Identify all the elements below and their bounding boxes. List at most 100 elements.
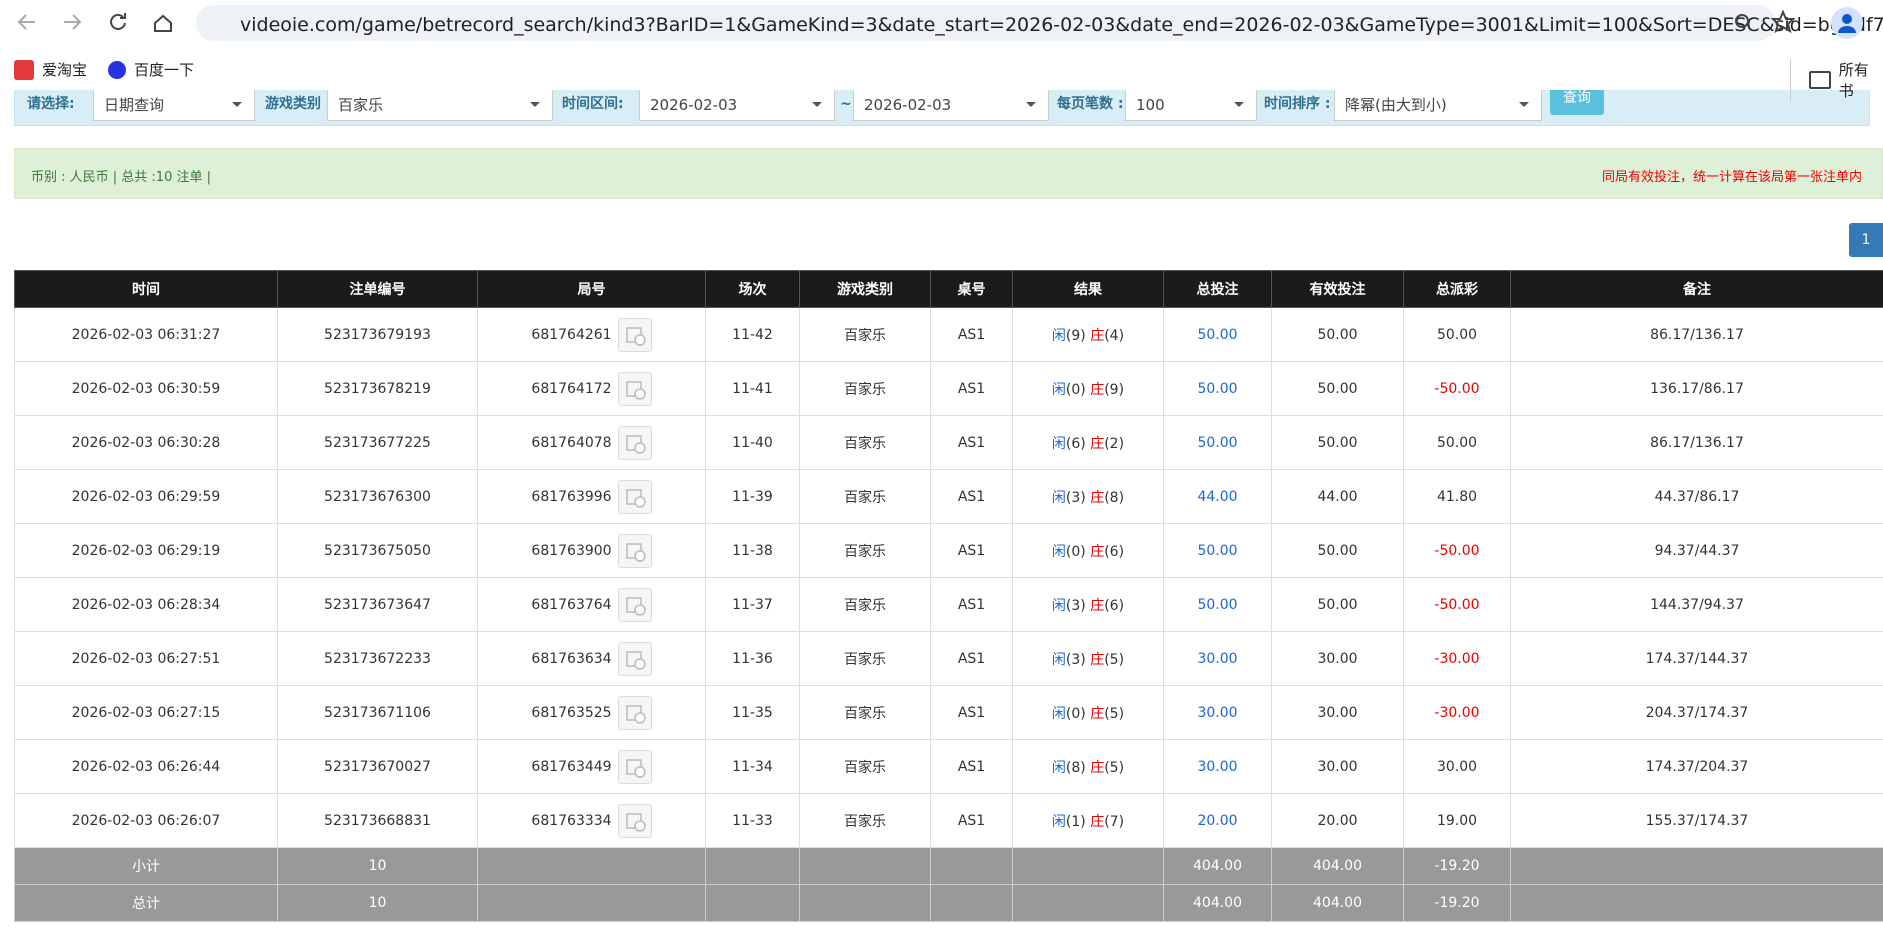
round-no: 681763634 (531, 650, 612, 667)
empty-cell (799, 847, 931, 885)
banker-points: (5) (1104, 651, 1125, 668)
valid-bet: 50.00 (1271, 523, 1404, 578)
player-label: 闲 (1051, 543, 1066, 560)
back-button[interactable] (17, 14, 35, 30)
time: 2026-02-03 06:29:19 (14, 523, 278, 578)
valid-bet: 50.00 (1271, 361, 1404, 416)
note: 136.17/86.17 (1510, 361, 1883, 416)
record-row: 2026-02-03 06:27:15 523173671106 681763525… (14, 685, 1883, 740)
round-video-icon[interactable] (617, 803, 652, 838)
banker-label: 庄 (1090, 327, 1105, 344)
filter-label: 时间区间: (562, 96, 624, 112)
column-header: 总派彩 (1403, 270, 1511, 308)
star-icon[interactable] (1770, 9, 1796, 34)
profile-icon[interactable] (1830, 6, 1864, 40)
summary-count: 10 (277, 847, 478, 885)
session: 11-37 (705, 577, 800, 632)
round-video-icon[interactable] (617, 533, 652, 568)
bookmark[interactable]: 百度一下 (108, 59, 194, 80)
reload-button[interactable] (110, 13, 126, 30)
filter-label: 每页笔数 : (1057, 96, 1124, 112)
total-bet: 30.00 (1163, 739, 1272, 794)
round-cell: 681764172 (477, 361, 706, 416)
record-table: 时间 注单编号 局号 场次 游戏类别 桌号 结果 总投注 有效投注 总派彩 备注 2026-02-0… (14, 270, 1883, 922)
total-bet: 50.00 (1163, 577, 1272, 632)
banker-label: 庄 (1090, 435, 1105, 452)
page-button[interactable]: 1 (1849, 223, 1883, 257)
game-type: 百家乐 (799, 361, 931, 416)
filter-select[interactable]: 降幂(由大到小) (1334, 87, 1542, 121)
banker-points: (5) (1104, 759, 1125, 776)
round-video-icon[interactable] (617, 371, 652, 406)
bet-no: 523173678219 (277, 361, 478, 416)
time: 2026-02-03 06:30:28 (14, 415, 278, 470)
filter-select[interactable]: 100 (1125, 87, 1257, 121)
home-button[interactable] (154, 14, 172, 32)
bookmark[interactable]: 爱淘宝 (14, 59, 87, 80)
payout: 50.00 (1403, 307, 1511, 362)
search-button[interactable]: 查询 (1550, 85, 1604, 115)
filter-select[interactable]: 日期查询 (93, 87, 255, 121)
game-type: 百家乐 (799, 523, 931, 578)
total-bet: 50.00 (1163, 523, 1272, 578)
column-header: 注单编号 (277, 270, 478, 308)
bet-no: 523173679193 (277, 307, 478, 362)
forward-button[interactable] (64, 14, 82, 30)
filter-select[interactable]: 百家乐 (327, 87, 553, 121)
zoom-icon[interactable] (1735, 14, 1749, 28)
round-video-icon[interactable] (617, 587, 652, 622)
note: 144.37/94.37 (1510, 577, 1883, 632)
round-cell: 681764078 (477, 415, 706, 470)
banker-points: (5) (1104, 705, 1125, 722)
round-no: 681763334 (531, 812, 612, 829)
banker-label: 庄 (1090, 813, 1105, 830)
player-points: (9) (1065, 327, 1086, 344)
player-label: 闲 (1051, 381, 1066, 398)
time: 2026-02-03 06:29:59 (14, 469, 278, 524)
note: 86.17/136.17 (1510, 307, 1883, 362)
empty-cell (705, 847, 800, 885)
player-label: 闲 (1051, 489, 1066, 506)
payout: -30.00 (1403, 685, 1511, 740)
date-end[interactable]: 2026-02-03 (853, 87, 1049, 121)
player-label: 闲 (1051, 327, 1066, 344)
banker-label: 庄 (1090, 597, 1105, 614)
result: 闲(0) 庄(6) (1012, 523, 1164, 578)
player-points: (3) (1065, 597, 1086, 614)
banker-label: 庄 (1090, 489, 1105, 506)
subtotal-row: 小计 10 404.00 404.00 -19.20 (14, 847, 1883, 885)
banker-label: 庄 (1090, 759, 1105, 776)
result: 闲(0) 庄(9) (1012, 361, 1164, 416)
player-points: (0) (1065, 543, 1086, 560)
round-video-icon[interactable] (617, 317, 652, 352)
session: 11-36 (705, 631, 800, 686)
payout: -50.00 (1403, 577, 1511, 632)
game-type: 百家乐 (799, 577, 931, 632)
bookmark-folder[interactable]: 所有书 (1790, 59, 1883, 101)
result: 闲(8) 庄(5) (1012, 739, 1164, 794)
bet-no: 523173672233 (277, 631, 478, 686)
player-label: 闲 (1051, 597, 1066, 614)
record-row: 2026-02-03 06:30:59 523173678219 681764172… (14, 361, 1883, 416)
round-video-icon[interactable] (617, 749, 652, 784)
time: 2026-02-03 06:27:51 (14, 631, 278, 686)
date-start[interactable]: 2026-02-03 (639, 87, 835, 121)
time: 2026-02-03 06:26:44 (14, 739, 278, 794)
note: 174.37/204.37 (1510, 739, 1883, 794)
address-bar[interactable]: videoie.com/game/betrecord_search/kind3?… (196, 5, 1883, 41)
record-row: 2026-02-03 06:26:07 523173668831 681763334… (14, 793, 1883, 848)
total-bet: 50.00 (1163, 307, 1272, 362)
player-points: (0) (1065, 705, 1086, 722)
round-video-icon[interactable] (617, 479, 652, 514)
record-row: 2026-02-03 06:29:19 523173675050 681763900… (14, 523, 1883, 578)
table-no: AS1 (930, 361, 1013, 416)
round-video-icon[interactable] (617, 425, 652, 460)
round-video-icon[interactable] (617, 641, 652, 676)
result: 闲(3) 庄(5) (1012, 631, 1164, 686)
bookmark-label: 百度一下 (134, 61, 195, 79)
session: 11-40 (705, 415, 800, 470)
player-label: 闲 (1051, 705, 1066, 722)
round-video-icon[interactable] (617, 695, 652, 730)
player-label: 闲 (1051, 813, 1066, 830)
